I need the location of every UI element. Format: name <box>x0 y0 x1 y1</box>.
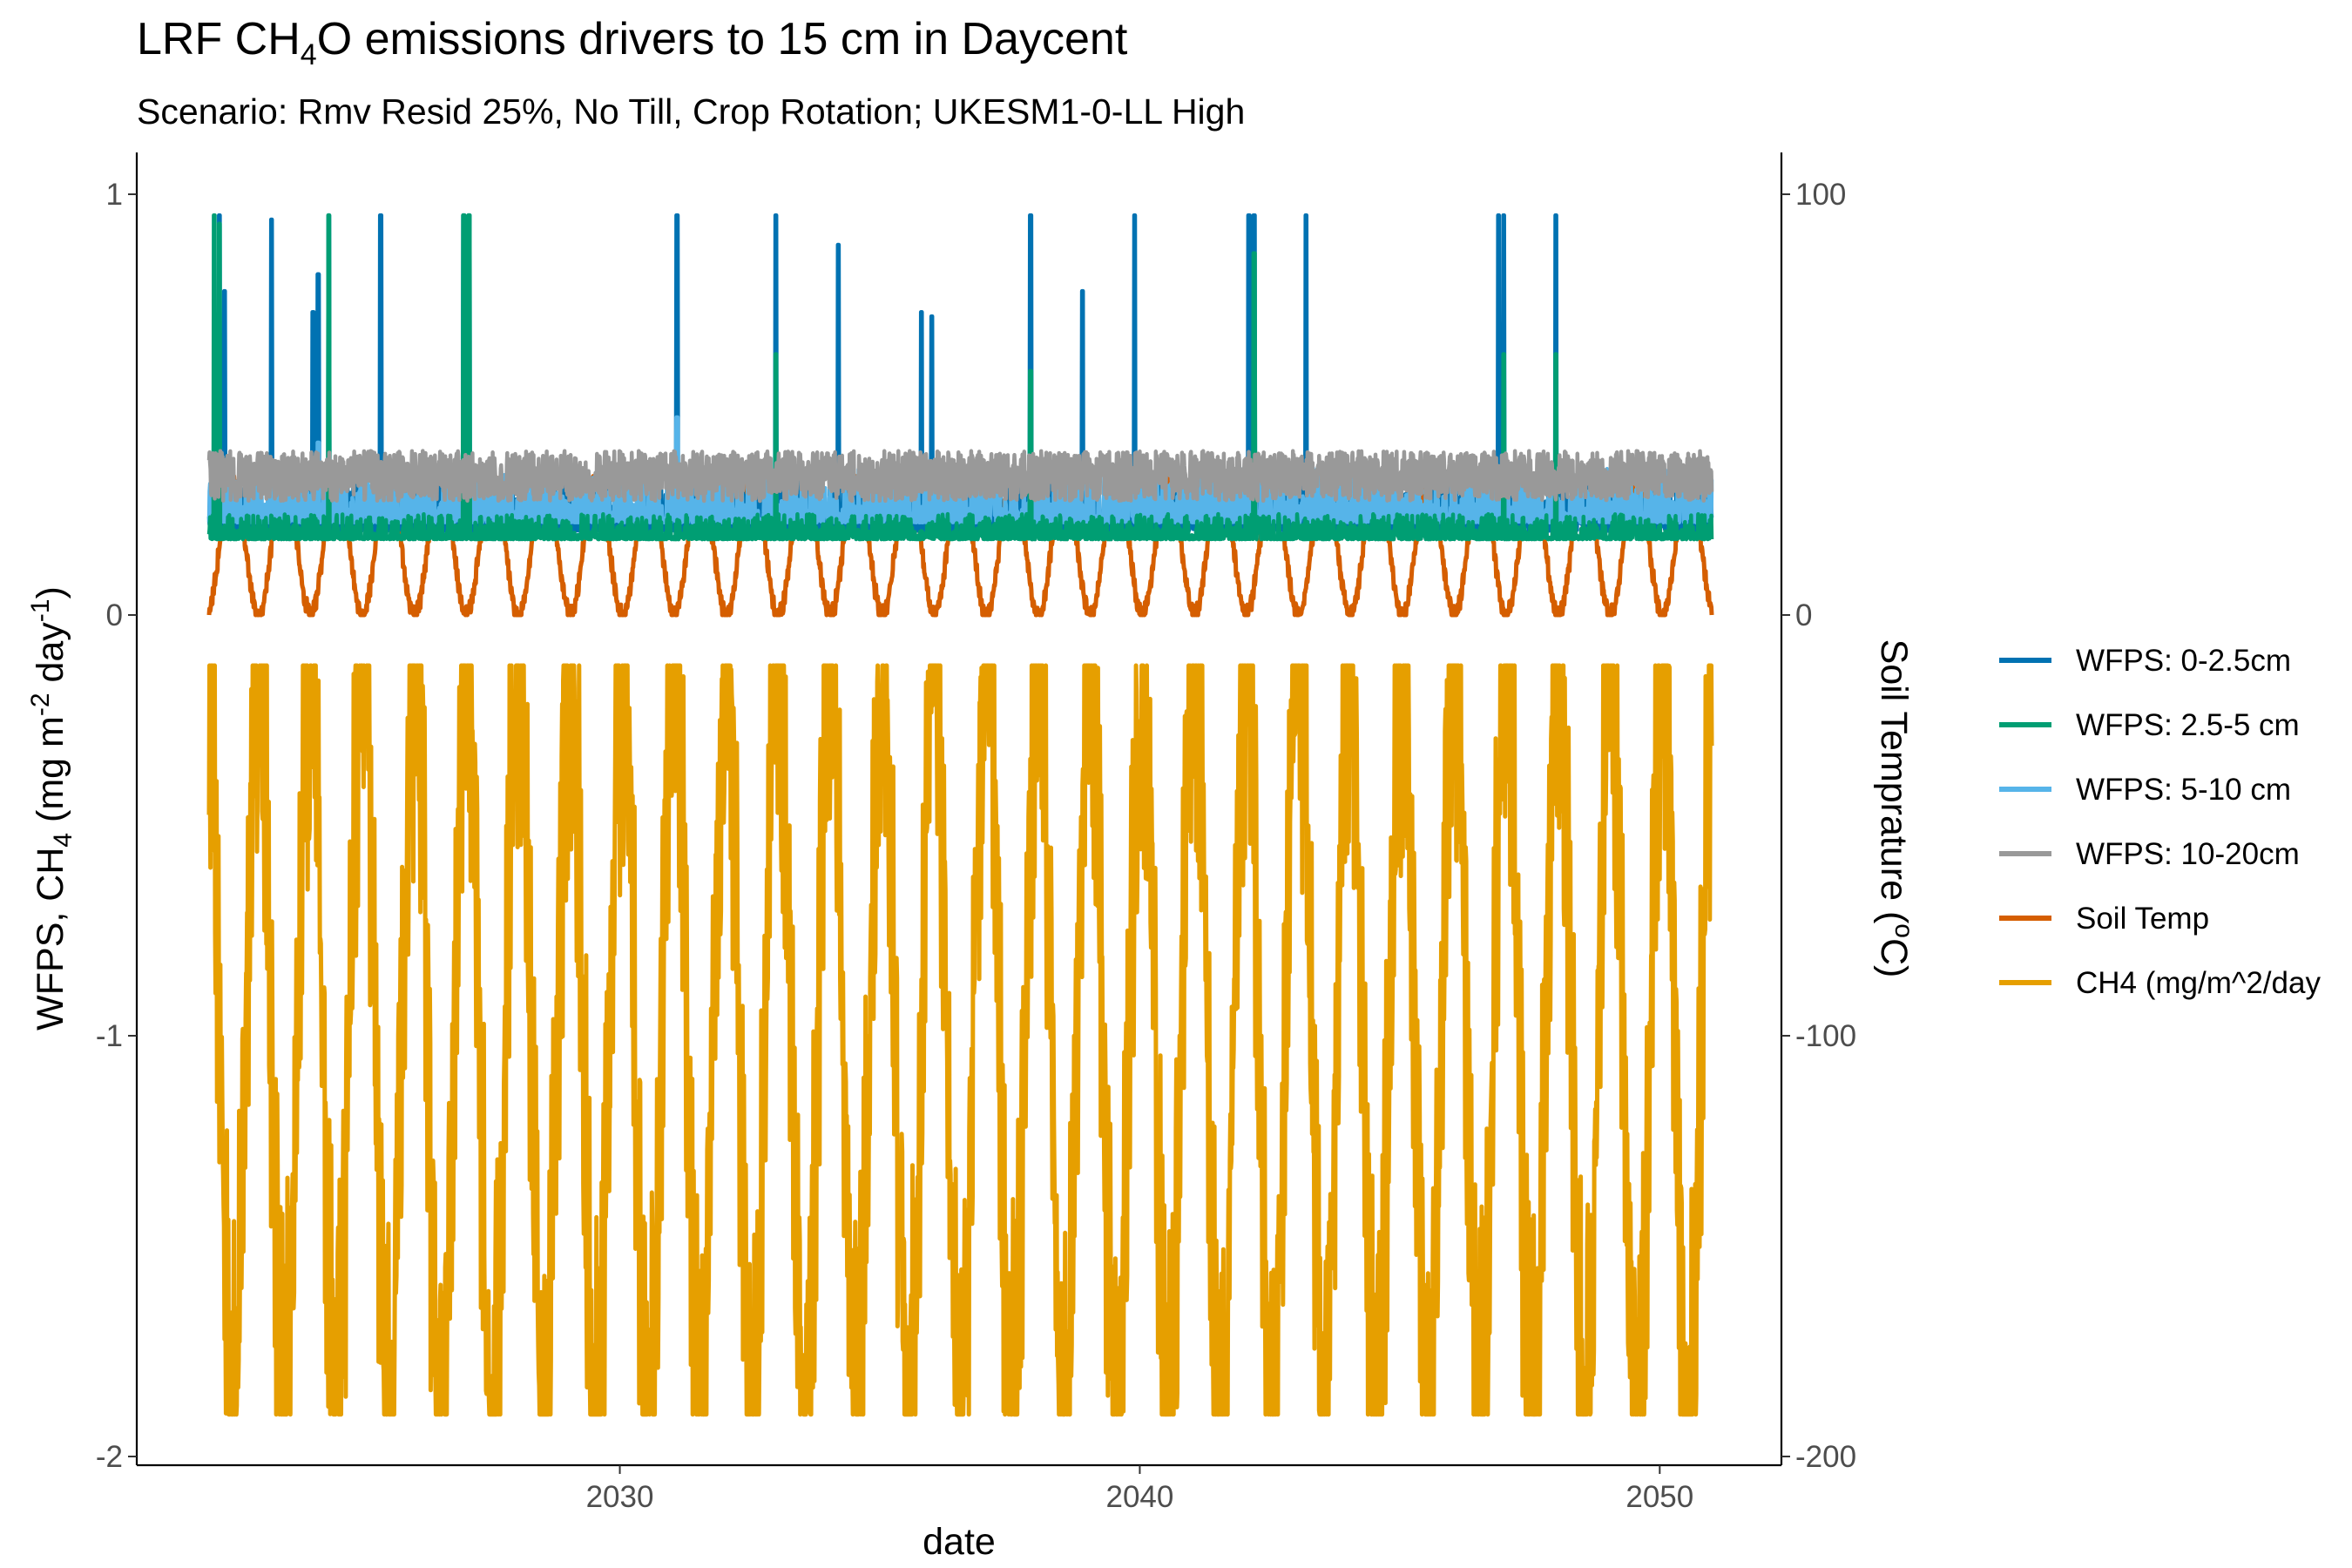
legend-label: WFPS: 2.5-5 cm <box>2076 708 2300 742</box>
x-axis-ticks: 2030 2040 2050 <box>586 1465 1693 1514</box>
y-left-tick-label: -1 <box>96 1019 123 1053</box>
y-axis-right-ticks: -200 -100 0 100 <box>1781 178 1856 1474</box>
y-right-tick-label: -100 <box>1795 1019 1856 1053</box>
legend: WFPS: 0-2.5cm WFPS: 2.5-5 cm WFPS: 5-10 cm… <box>1999 644 2321 1000</box>
y-left-tick-label: 1 <box>106 178 123 212</box>
chart-title: LRF CH4O emissions drivers to 15 cm in D… <box>137 14 1128 71</box>
legend-label: CH4 (mg/m^2/day <box>2076 966 2321 1000</box>
legend-label: WFPS: 10-20cm <box>2076 837 2300 871</box>
x-tick-label: 2030 <box>586 1480 654 1514</box>
series-line-wfps-10-20cm <box>206 449 1714 504</box>
series-line-ch4-mg-m-2-day <box>206 663 1714 1417</box>
series-line-wfps-2-5-5-cm <box>206 213 1714 542</box>
legend-label: WFPS: 5-10 cm <box>2076 773 2291 807</box>
y-axis-right-title: Soil Temprature (oC) <box>1873 639 1918 978</box>
legend-label: Soil Temp <box>2076 902 2209 936</box>
x-tick-label: 2040 <box>1105 1480 1173 1514</box>
x-axis-title: date <box>923 1521 996 1563</box>
legend-label: WFPS: 0-2.5cm <box>2076 644 2291 678</box>
series-group <box>206 213 1714 1417</box>
y-left-tick-label: -2 <box>96 1440 123 1474</box>
y-right-tick-label: 0 <box>1795 598 1812 632</box>
y-right-tick-label: -200 <box>1795 1440 1856 1474</box>
y-left-tick-label: 0 <box>106 598 123 632</box>
y-right-tick-label: 100 <box>1795 178 1846 212</box>
chart-subtitle: Scenario: Rmv Resid 25%, No Till, Crop R… <box>137 91 1245 132</box>
y-axis-left-title: WFPS, CH4 (mg m-2 day-1) <box>26 586 78 1031</box>
x-tick-label: 2050 <box>1625 1480 1693 1514</box>
y-axis-left-ticks: -2 -1 0 1 <box>96 178 137 1474</box>
